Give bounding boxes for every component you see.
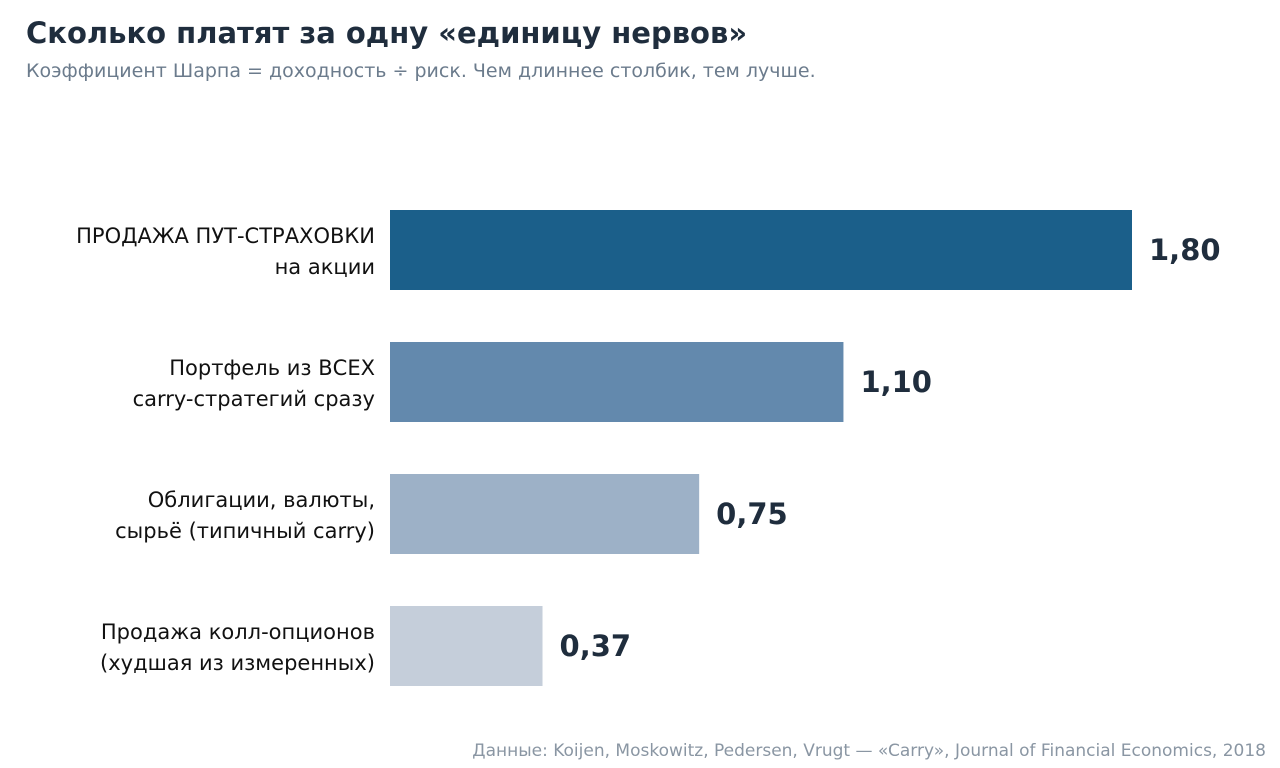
value-label-4: 0,37	[560, 629, 632, 663]
value-label-2: 1,10	[860, 365, 932, 399]
category-label-1: ПРОДАЖА ПУТ-СТРАХОВКИ на акции	[76, 224, 375, 279]
value-label-1: 1,80	[1149, 233, 1221, 267]
data-source: Данные: Koijen, Moskowitz, Pedersen, Vru…	[472, 741, 1266, 761]
category-label-2: Портфель из ВСЕХ carry-стратегий сразу	[133, 356, 375, 411]
bar-1	[390, 210, 1132, 290]
chart-title: Сколько платят за одну «единицу нервов»	[26, 16, 748, 50]
category-label-4: Продажа колл-опционов (худшая из измеренн…	[100, 620, 375, 675]
bar-2	[390, 342, 844, 422]
chart-subtitle: Коэффициент Шарпа = доходность ÷ риск. Ч…	[26, 60, 816, 82]
bar-4	[390, 606, 543, 686]
category-label-3: Облигации, валюты, сырьё (типичный carry)	[115, 488, 375, 543]
bar-3	[390, 474, 700, 554]
value-label-3: 0,75	[716, 497, 788, 531]
